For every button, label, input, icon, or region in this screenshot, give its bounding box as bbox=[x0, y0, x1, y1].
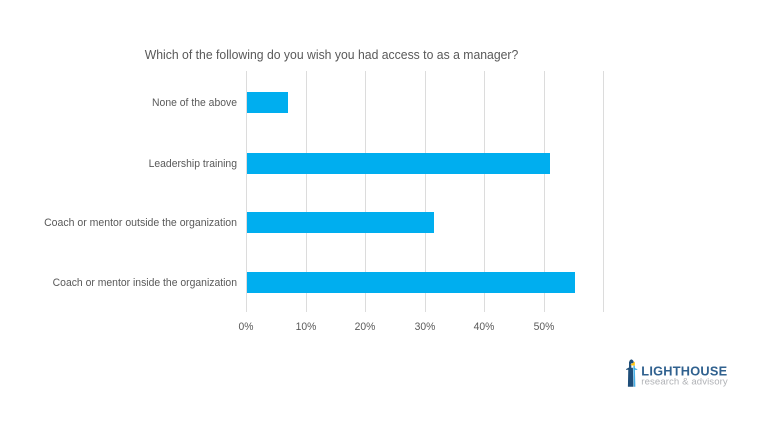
svg-text:research & advisory: research & advisory bbox=[641, 377, 728, 388]
svg-text:LIGHTHOUSE: LIGHTHOUSE bbox=[641, 363, 727, 378]
